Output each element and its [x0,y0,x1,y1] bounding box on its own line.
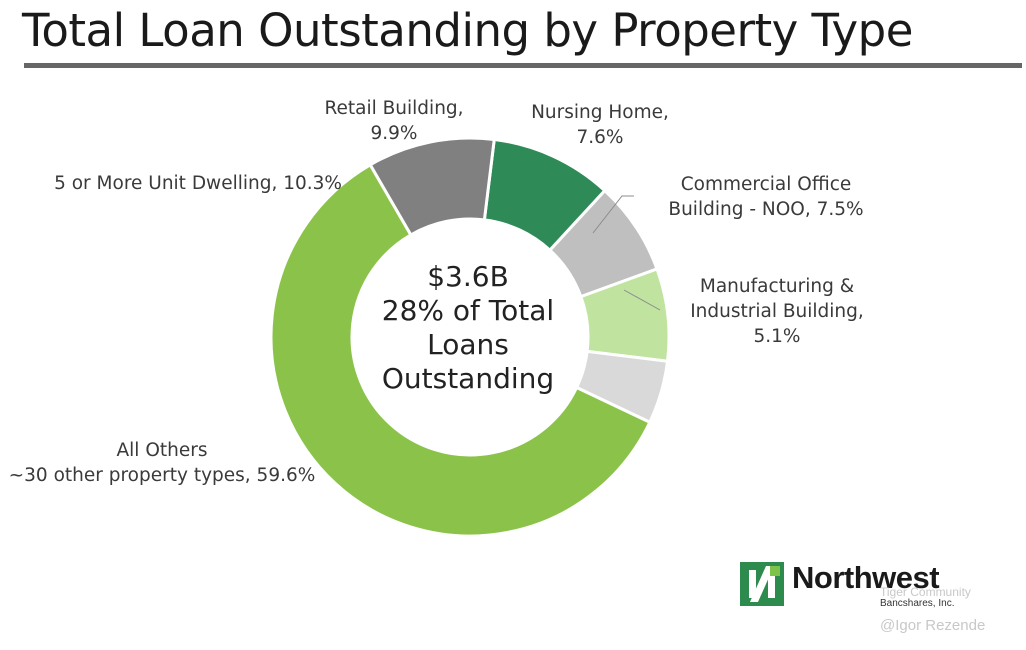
label-nursing-home: Nursing Home, 7.6% [520,100,680,150]
label-office-line-2: Building - NOO, 7.5% [668,199,864,220]
watermark-community: Tiger Community [880,585,971,599]
northwest-logo-mark [740,562,784,606]
center-line-4: Outstanding [381,362,555,395]
label-retail-line-2: 9.9% [370,123,418,144]
logo-subtitle: Bancshares, Inc. [880,598,955,609]
label-nursing-line-2: 7.6% [576,127,624,148]
label-manufacturing-line-3: 5.1% [753,326,801,347]
center-line-2: 28% of Total [381,294,555,327]
label-commercial-office: Commercial Office Building - NOO, 7.5% [660,172,872,222]
label-retail-building: Retail Building, 9.9% [316,96,472,146]
slice-unit-dwelling [368,136,496,237]
center-line-3: Loans [427,328,509,361]
label-manufacturing: Manufacturing & Industrial Building, 5.1… [682,274,872,349]
leader-commercial-office [592,195,634,234]
label-manufacturing-line-2: Industrial Building, [690,301,864,322]
page-title: Total Loan Outstanding by Property Type [22,4,913,57]
label-unit-dwelling: 5 or More Unit Dwelling, 10.3% [46,171,342,196]
leader-manufacturing [623,289,661,311]
label-others-line-1: All Others [116,440,208,461]
center-amount: $3.6B [427,260,509,293]
label-dwelling-line-1: 5 or More Unit Dwelling, 10.3% [54,173,342,194]
label-manufacturing-line-1: Manufacturing & [699,276,855,297]
donut-center-text: $3.6B 28% of Total Loans Outstanding [338,260,598,396]
watermark-author: @Igor Rezende [880,617,986,634]
slice-all-others [269,162,652,538]
label-retail-line-1: Retail Building, [324,98,464,119]
northwest-logo: Northwest Bancshares, Inc. [740,560,970,612]
label-all-others: All Others ~30 other property types, 59.… [4,438,320,488]
title-divider [24,63,1022,68]
logo-name: Northwest [792,560,940,595]
label-nursing-line-1: Nursing Home, [531,102,669,123]
label-others-line-2: ~30 other property types, 59.6% [8,465,316,486]
label-office-line-1: Commercial Office [680,174,852,195]
